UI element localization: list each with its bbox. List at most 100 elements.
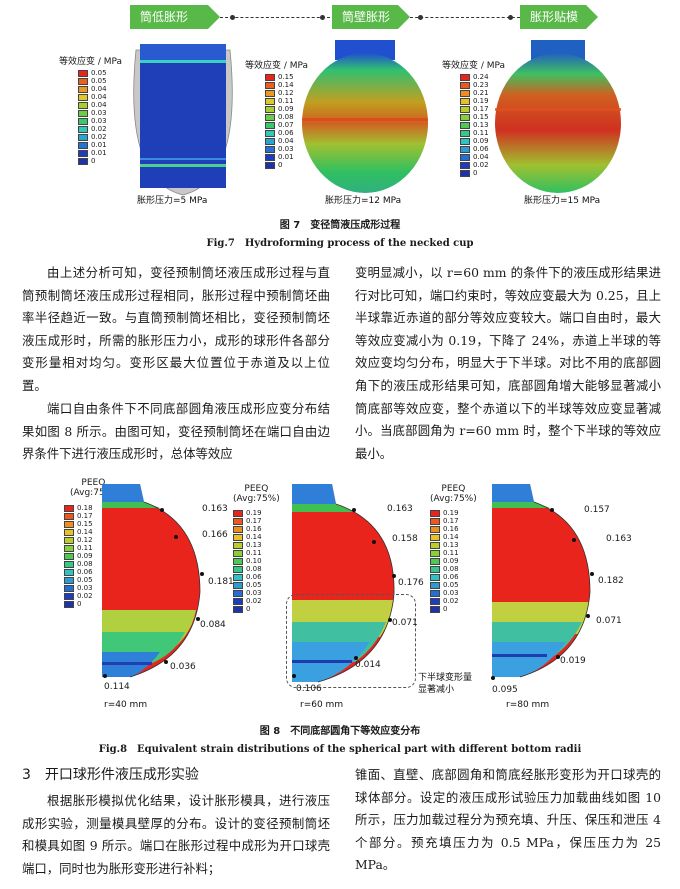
fig8-label-p3-1: 0.157 <box>584 505 610 515</box>
legend-swatch <box>64 521 74 528</box>
legend-swatch <box>430 550 440 557</box>
fig8-legend-title-3: PEEQ (Avg:75%) <box>430 484 477 504</box>
fig8-label-p1-6: 0.114 <box>104 682 130 692</box>
legend-value: 0.04 <box>278 137 294 145</box>
fig8-marker <box>103 674 107 678</box>
legend-value: 0.11 <box>77 544 93 552</box>
legend-value: 0.15 <box>77 520 93 528</box>
legend-entry: 0.11 <box>265 98 294 105</box>
legend-value: 0.08 <box>443 565 459 573</box>
legend-value: 0.07 <box>278 121 294 129</box>
legend-entry: 0.19 <box>460 98 489 105</box>
legend-value: 0 <box>473 169 478 177</box>
legend-value: 0.06 <box>77 568 93 576</box>
legend-value: 0.18 <box>77 504 93 512</box>
legend-value: 0.02 <box>473 161 489 169</box>
fig8-caption-cn: 图 8 不同底部圆角下等效应变分布 <box>259 726 421 737</box>
legend-entry: 0.21 <box>460 90 489 97</box>
legend-value: 0.13 <box>443 541 459 549</box>
legend-entry: 0.05 <box>233 582 262 589</box>
legend-value: 0.02 <box>77 592 93 600</box>
legend-entry: 0.12 <box>265 90 294 97</box>
legend-entry: 0.02 <box>430 598 459 605</box>
legend-value: 0.12 <box>77 536 93 544</box>
legend-entry: 0.23 <box>460 82 489 89</box>
process-dot <box>230 15 235 20</box>
fig8-label-p3-5: 0.019 <box>560 656 586 666</box>
legend-entry: 0.15 <box>64 521 93 528</box>
legend-entry: 0.03 <box>430 590 459 597</box>
legend-value: 0.06 <box>473 145 489 153</box>
fig7-caption-cn: 图 7 变径筒液压成形过程 <box>279 220 401 231</box>
legend-value: 0.13 <box>246 541 262 549</box>
legend-entry: 0 <box>233 606 250 613</box>
fig8-label-p3-2: 0.163 <box>606 534 632 544</box>
legend-swatch <box>265 90 275 97</box>
legend-value: 0.23 <box>473 81 489 89</box>
legend-entry: 0.02 <box>78 134 107 141</box>
legend-swatch <box>64 553 74 560</box>
legend-value: 0.10 <box>246 557 262 565</box>
legend-entry: 0.04 <box>78 86 107 93</box>
legend-value: 0.09 <box>443 557 459 565</box>
legend-value: 0.14 <box>246 533 262 541</box>
legend-value: 0.24 <box>473 73 489 81</box>
fig7-legend-1: 0.05 0.05 0.04 0.04 0.04 0.03 0.03 0.02 0.02 0.01… <box>78 70 118 170</box>
legend-swatch <box>460 82 470 89</box>
fig8-marker <box>586 614 590 618</box>
legend-swatch <box>430 598 440 605</box>
fig7-legend-2: 0.15 0.14 0.12 0.11 0.09 0.08 0.07 0.06 0.04 0.03… <box>265 74 305 174</box>
legend-entry: 0.08 <box>430 566 459 573</box>
legend-swatch <box>233 606 243 613</box>
fig8-marker <box>491 676 495 680</box>
legend-swatch <box>265 130 275 137</box>
legend-swatch <box>64 601 74 608</box>
legend-swatch <box>78 70 88 77</box>
legend-value: 0.03 <box>443 589 459 597</box>
legend-value: 0.06 <box>278 129 294 137</box>
fig8-marker <box>572 538 576 542</box>
process-dashed-line <box>220 17 330 18</box>
legend-entry: 0.06 <box>265 130 294 137</box>
legend-swatch <box>233 590 243 597</box>
legend-entry: 0.05 <box>78 78 107 85</box>
fig8-label-p3-4: 0.071 <box>596 616 622 626</box>
legend-swatch <box>233 598 243 605</box>
fig7-pressure-1: 胀形压力=5 MPa <box>137 196 208 206</box>
legend-value: 0.11 <box>473 129 489 137</box>
legend-swatch <box>64 569 74 576</box>
legend-swatch <box>265 122 275 129</box>
legend-value: 0.02 <box>91 125 107 133</box>
legend-entry: 0.11 <box>233 550 262 557</box>
legend-value: 0.03 <box>91 109 107 117</box>
fig8-highlight-box <box>286 594 416 688</box>
fig8-label-p1-5: 0.036 <box>170 662 196 672</box>
legend-entry: 0.13 <box>430 542 459 549</box>
fig8-radius-2: r=60 mm <box>300 700 344 710</box>
legend-entry: 0.02 <box>78 126 107 133</box>
fig8-radius-3: r=80 mm <box>506 700 550 710</box>
legend-swatch <box>78 78 88 85</box>
legend-entry: 0.08 <box>233 566 262 573</box>
fig8-radius-1: r=40 mm <box>104 700 148 710</box>
legend-entry: 0.06 <box>460 146 489 153</box>
legend-entry: 0.14 <box>430 534 459 541</box>
process-dashed-line <box>410 17 520 18</box>
legend-value: 0.09 <box>77 552 93 560</box>
legend-value: 0.03 <box>278 145 294 153</box>
legend-entry: 0.17 <box>233 518 262 525</box>
legend-swatch <box>460 98 470 105</box>
legend-entry: 0.06 <box>233 574 262 581</box>
legend-swatch <box>430 510 440 517</box>
fig8-marker <box>174 535 178 539</box>
legend-entry: 0.17 <box>64 513 93 520</box>
fig8-label-p1-4: 0.084 <box>200 620 226 630</box>
legend-swatch <box>460 74 470 81</box>
section-heading: 3 开口球形件液压成形实验 <box>22 767 199 783</box>
legend-swatch <box>430 582 440 589</box>
legend-entry: 0.17 <box>430 518 459 525</box>
legend-entry: 0.11 <box>430 550 459 557</box>
legend-entry: 0.03 <box>78 118 107 125</box>
legend-entry: 0.11 <box>460 130 489 137</box>
process-dot <box>418 15 423 20</box>
